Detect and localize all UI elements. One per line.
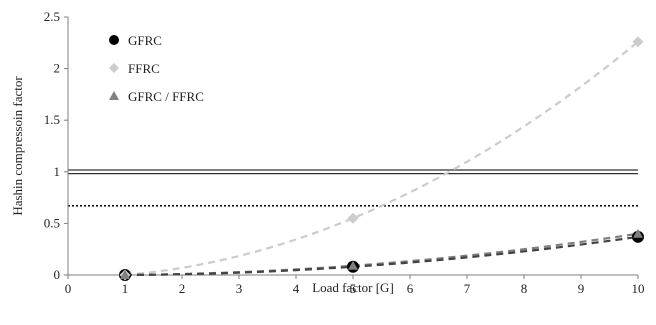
trend-line-3 xyxy=(124,232,639,277)
data-point-series-3 xyxy=(633,228,643,238)
x-tick-label: 9 xyxy=(578,281,585,296)
legend-marker-3 xyxy=(109,91,119,100)
data-point-series-2 xyxy=(632,36,644,48)
x-tick-label: 5 xyxy=(350,281,357,296)
x-tick-label: 0 xyxy=(65,281,72,296)
y-tick-label: 2.5 xyxy=(44,9,60,24)
reference-lines xyxy=(68,169,638,207)
x-tick-label: 8 xyxy=(521,281,528,296)
y-tick-label: 2 xyxy=(54,61,61,76)
axes: 0 1 2 3 4 5 6 7 8 9 10 0 0.5 1 1.5 2 2.5 xyxy=(44,9,645,296)
legend-label-1: GFRC xyxy=(128,33,162,48)
data-point-series-3 xyxy=(348,260,358,270)
x-tick-label: 6 xyxy=(407,281,414,296)
y-axis-title: Hashin compressoin factor xyxy=(10,76,25,216)
trend-lines xyxy=(124,40,639,277)
x-tick-label: 4 xyxy=(293,281,300,296)
legend-label-3: GFRC / FFRC xyxy=(128,89,204,104)
legend-marker-1 xyxy=(109,35,119,45)
y-tick-label: 1 xyxy=(54,164,61,179)
data-point-series-3 xyxy=(120,270,130,279)
x-tick-label: 1 xyxy=(122,281,129,296)
data-point-series-2 xyxy=(347,212,359,224)
x-tick-label: 2 xyxy=(179,281,186,296)
x-axis-title: Load factor [G] xyxy=(312,280,394,295)
x-tick-label: 3 xyxy=(236,281,243,296)
x-tick-label: 7 xyxy=(464,281,471,296)
y-tick-label: 0.5 xyxy=(44,215,60,230)
trend-line-1 xyxy=(124,235,639,277)
y-tick-label: 0 xyxy=(54,267,61,282)
legend: GFRC FFRC GFRC / FFRC xyxy=(109,33,204,104)
legend-marker-2 xyxy=(109,63,119,73)
y-tick-label: 1.5 xyxy=(44,112,60,127)
data-points xyxy=(119,36,644,281)
trend-line-2 xyxy=(124,40,639,277)
legend-label-2: FFRC xyxy=(128,61,160,76)
x-tick-label: 10 xyxy=(632,281,645,296)
